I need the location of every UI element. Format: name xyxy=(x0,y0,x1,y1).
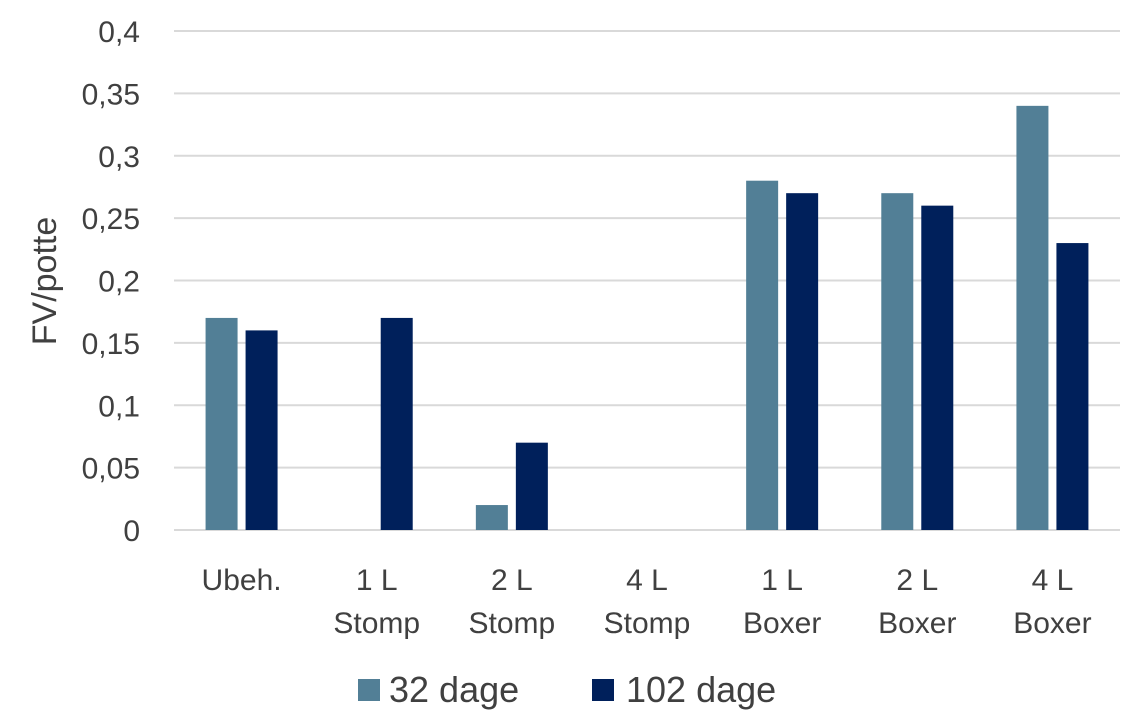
bar xyxy=(515,442,548,530)
y-tick-label: 0,15 xyxy=(82,328,140,361)
x-category-label: 4 L Stomp xyxy=(604,564,691,640)
bar xyxy=(746,180,779,530)
bar xyxy=(205,317,238,530)
y-tick-label: 0,05 xyxy=(82,453,140,486)
bars xyxy=(205,105,1089,531)
y-tick-label: 0,25 xyxy=(82,203,140,236)
y-axis-label: FV/potte xyxy=(26,217,64,346)
legend-label: 32 dage xyxy=(389,669,519,710)
x-axis-categories: Ubeh. 1 L Stomp 2 L Stomp 4 L Stomp 1 L Boxer 2 L… xyxy=(202,564,1092,640)
x-category-label: 1 L Boxer xyxy=(743,564,821,640)
legend-swatch xyxy=(592,679,614,701)
bar xyxy=(380,317,413,530)
bar xyxy=(475,505,508,530)
y-axis-ticks: 0 0,05 0,1 0,15 0,2 0,25 0,3 0,35 0,4 xyxy=(82,16,140,548)
y-tick-label: 0,4 xyxy=(98,16,140,49)
legend: 32 dage 102 dage xyxy=(358,669,776,710)
bar xyxy=(1056,243,1089,530)
y-tick-label: 0,3 xyxy=(98,141,140,174)
y-tick-label: 0,35 xyxy=(82,78,140,111)
bar xyxy=(921,205,954,530)
x-category-label: 4 L Boxer xyxy=(1013,564,1091,640)
legend-label: 102 dage xyxy=(626,669,776,710)
bar xyxy=(786,193,819,531)
x-category-label: 1 L Stomp xyxy=(333,564,420,640)
x-category-label: 2 L Boxer xyxy=(878,564,956,640)
x-category-label: Ubeh. xyxy=(202,564,282,597)
x-category-label: 2 L Stomp xyxy=(468,564,555,640)
y-tick-label: 0,1 xyxy=(98,390,140,423)
legend-swatch xyxy=(358,679,380,701)
bar xyxy=(881,193,914,531)
y-tick-label: 0,2 xyxy=(98,266,140,299)
y-tick-label: 0 xyxy=(123,515,140,548)
gridlines xyxy=(174,30,1120,531)
bar xyxy=(1016,105,1049,530)
bar xyxy=(245,330,278,530)
